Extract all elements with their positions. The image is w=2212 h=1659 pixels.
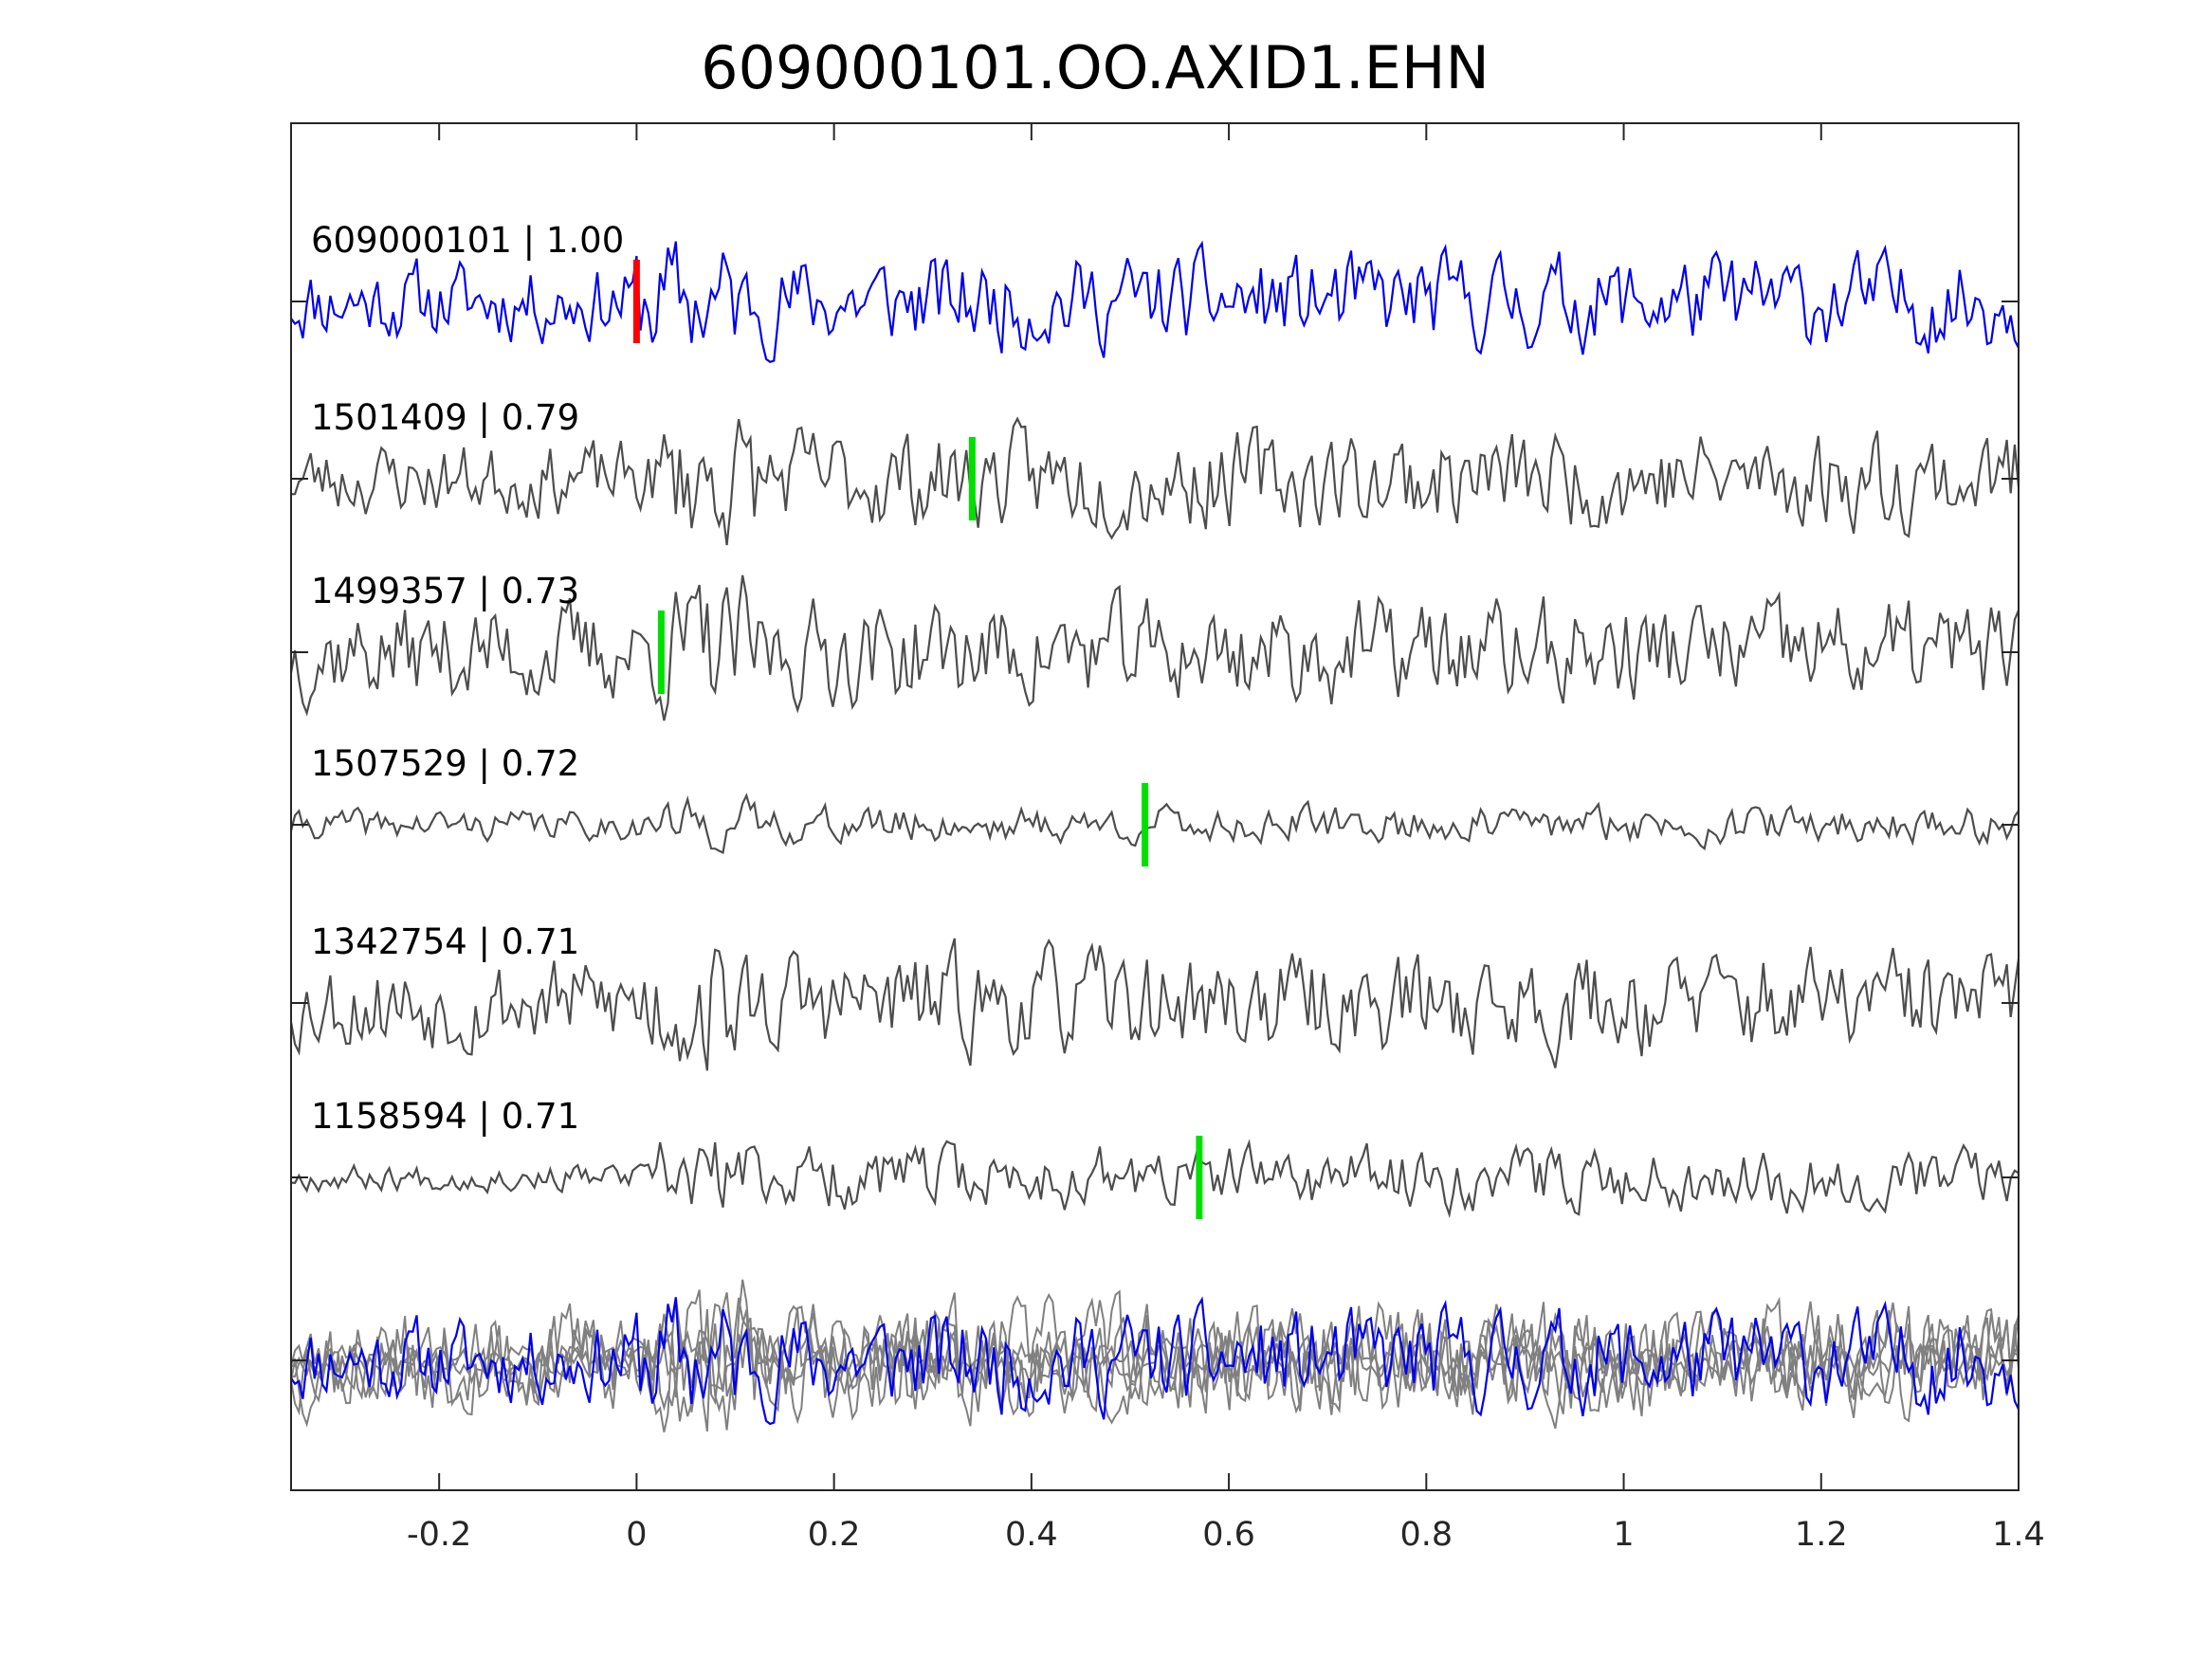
trace-1342754 xyxy=(291,938,2019,1071)
picks-layer xyxy=(632,260,1203,1219)
trace-label-1507529: 1507529 | 0.72 xyxy=(311,743,579,784)
stack-trace-609000101 xyxy=(291,1296,2019,1426)
x-tick-label: 0.2 xyxy=(808,1516,861,1554)
x-axis: -0.2 0 0.2 0.4 0.6 0.8 1 1.2 1.4 xyxy=(291,123,2045,1554)
trace-label-1499357: 1499357 | 0.73 xyxy=(311,571,579,611)
x-tick-label: 0.8 xyxy=(1399,1516,1453,1554)
x-tick-label: 1.2 xyxy=(1795,1516,1848,1554)
x-tick-label: 1.4 xyxy=(1992,1516,2045,1554)
trace-1499357 xyxy=(291,574,2019,721)
trace-label-609000101: 609000101 | 1.00 xyxy=(311,220,624,261)
trace-1501409 xyxy=(291,416,2019,546)
x-tick-label: 1 xyxy=(1613,1516,1634,1554)
stack-trace-1342754 xyxy=(291,1292,2019,1432)
trace-labels: 609000101 | 1.00 1501409 | 0.79 1499357 | … xyxy=(311,220,624,1137)
trace-label-1342754: 1342754 | 0.71 xyxy=(311,921,579,962)
x-tick-label: 0.4 xyxy=(1005,1516,1058,1554)
trace-1507529 xyxy=(291,793,2019,854)
trace-label-1501409: 1501409 | 0.79 xyxy=(311,397,579,438)
x-tick-label: -0.2 xyxy=(407,1516,471,1554)
traces-layer xyxy=(291,240,2019,1219)
trace-1158594 xyxy=(291,1139,2019,1219)
x-tick-label: 0.6 xyxy=(1202,1516,1255,1554)
axes-frame xyxy=(290,122,2020,1491)
x-tick-label: 0 xyxy=(626,1516,647,1554)
trace-label-1158594: 1158594 | 0.71 xyxy=(311,1096,579,1137)
stack-layer xyxy=(291,1279,2019,1432)
plot-area: 609000101 | 1.00 1501409 | 0.79 1499357 | … xyxy=(290,122,2045,1554)
trace-609000101 xyxy=(291,240,2019,364)
stack-trace-1158594 xyxy=(291,1320,2019,1401)
chart-title: 609000101.OO.AXID1.EHN xyxy=(701,33,1490,102)
